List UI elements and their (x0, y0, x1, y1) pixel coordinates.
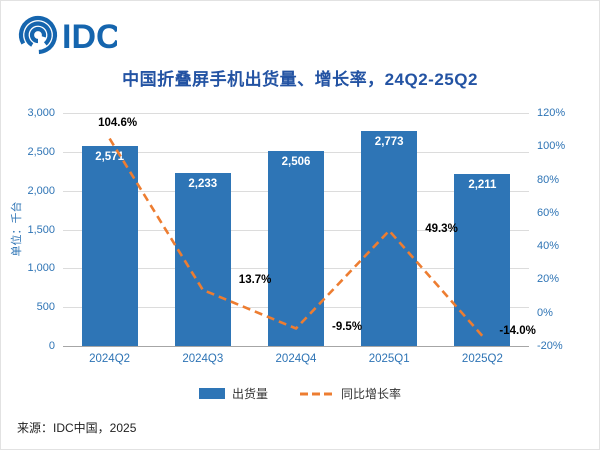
left-axis-tick: 0 (48, 340, 55, 352)
source-note: 来源：IDC中国，2025 (17, 421, 137, 435)
growth-rate-line (108, 137, 484, 337)
x-axis-label-2024Q2: 2024Q2 (89, 353, 131, 365)
point-labels-layer: 104.6% 13.7% -9.5% 49.3% -14.0% (63, 113, 536, 346)
growth-rate-label: 104.6% (98, 116, 138, 129)
left-axis-tick: 1,500 (27, 223, 55, 236)
idc-logo: IDC (17, 11, 121, 62)
legend: 出货量 同比增长率 (1, 385, 599, 402)
gridline (63, 113, 529, 114)
legend-label-growth: 同比增长率 (341, 387, 402, 401)
right-axis-tick: 20% (537, 273, 560, 286)
bar-2024Q4: 2,506 (268, 151, 324, 346)
x-axis-label-2025Q1: 2025Q1 (368, 353, 410, 365)
right-axis-tick: -20% (537, 340, 563, 352)
left-axis-tick: 2,000 (27, 184, 55, 197)
right-axis-tick: 0% (537, 306, 553, 319)
right-axis-tick: 80% (537, 173, 560, 186)
logo-text: IDC (62, 18, 117, 56)
bar-value-label: 2,233 (188, 177, 218, 190)
bar-value-label: 2,773 (374, 135, 404, 148)
legend-item-shipments: 出货量 (198, 385, 268, 402)
right-axis-tick: 60% (537, 206, 560, 219)
bars-layer: 2,571 2,233 2,506 2,773 2,211 (63, 113, 529, 346)
legend-item-growth: 同比增长率 (300, 385, 401, 402)
chart-title: 中国折叠屏手机出货量、增长率，24Q2-25Q2 (122, 70, 478, 89)
growth-rate-label: -14.0% (499, 325, 536, 337)
bar-value-label: 2,506 (281, 156, 311, 169)
bar-2025Q2: 2,211 (454, 174, 511, 346)
logo-arc-middle (24, 21, 52, 49)
idc-logo-graphic: IDC (18, 15, 121, 56)
x-axis-label-2024Q4: 2024Q4 (275, 353, 317, 365)
left-axis-tick: 1,000 (27, 262, 55, 275)
logo-arc-inner (29, 26, 47, 44)
right-axis-tick: 40% (537, 240, 560, 253)
line-layer (108, 137, 484, 337)
growth-rate-label: -9.5% (332, 320, 363, 333)
growth-rate-label: 49.3% (425, 222, 458, 235)
bar-2025Q1: 2,773 (361, 130, 418, 346)
plot-area: 2,571 2,233 2,506 2,773 2,211 104.6% 13.7% -9.… (63, 113, 536, 347)
bar-value-label: 2,571 (95, 151, 124, 164)
right-axis-tick: 120% (537, 107, 566, 119)
bar-2024Q2: 2,571 (81, 146, 138, 346)
bar-value-label: 2,211 (468, 179, 497, 192)
legend-label-shipments: 出货量 (231, 387, 268, 401)
x-axis-label-2024Q3: 2024Q3 (182, 353, 224, 365)
left-axis-tick: 500 (36, 301, 55, 314)
x-axis-label-2025Q2: 2025Q2 (461, 353, 503, 365)
bar-series-swatch (198, 388, 225, 399)
x-axis-line (63, 346, 529, 347)
bar-2024Q3: 2,233 (174, 172, 231, 346)
growth-rate-label: 13.7% (238, 273, 272, 286)
left-axis-tick: 3,000 (27, 107, 55, 119)
logo-arc-outer (18, 15, 58, 55)
right-axis-tick: 100% (537, 140, 566, 153)
line-series-swatch (300, 392, 334, 395)
left-axis-tick: 2,500 (27, 145, 55, 158)
